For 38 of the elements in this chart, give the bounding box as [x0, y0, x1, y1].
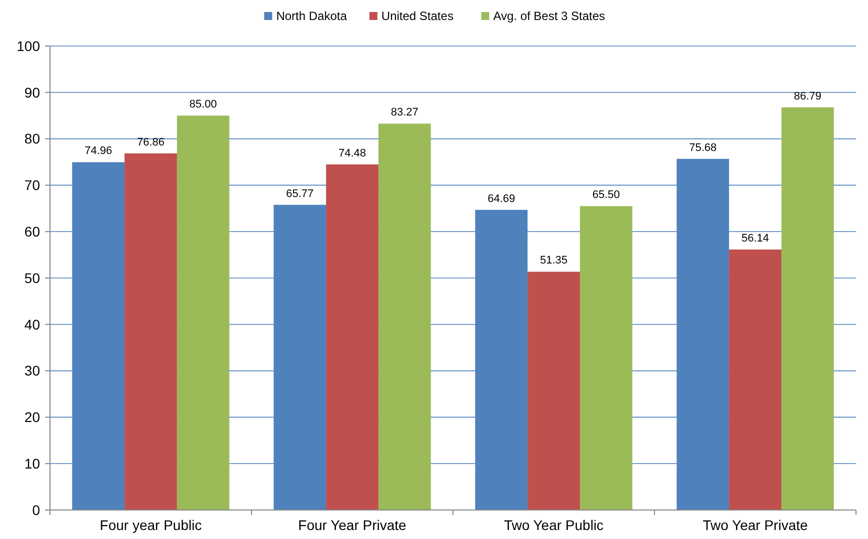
data-label: 86.79: [794, 90, 822, 102]
bar: [729, 250, 782, 510]
bar: [176, 116, 230, 510]
y-tick-label: 40: [24, 316, 40, 332]
legend-label: North Dakota: [276, 9, 348, 24]
data-label: 51.35: [540, 254, 568, 267]
bar: [326, 164, 378, 510]
bar: [781, 107, 834, 510]
y-tick-label: 60: [24, 224, 40, 240]
data-label: 65.50: [592, 189, 620, 202]
legend-label: United States: [381, 9, 454, 24]
y-tick-label: 90: [24, 84, 40, 100]
y-tick-label: 70: [24, 177, 40, 194]
y-tick-label: 100: [16, 38, 40, 54]
x-tick-label: Four Year Private: [298, 517, 407, 533]
bar: [528, 272, 580, 510]
bar: [124, 153, 177, 510]
x-tick-label: Four year Public: [100, 517, 202, 533]
data-label: 64.69: [488, 192, 516, 205]
bar: [580, 206, 632, 510]
data-label: 75.68: [689, 142, 717, 154]
data-label: 85.00: [189, 98, 217, 111]
data-label: 74.48: [338, 147, 366, 160]
bar: [378, 124, 431, 510]
data-label: 74.96: [84, 145, 112, 158]
data-label: 56.14: [741, 232, 770, 245]
data-label: 76.86: [136, 136, 165, 148]
y-tick-label: 0: [32, 502, 40, 518]
y-tick-label: 20: [24, 409, 40, 426]
y-tick-label: 50: [24, 270, 40, 286]
y-tick-label: 80: [24, 130, 40, 147]
data-label: 83.27: [390, 106, 418, 119]
x-tick-label: Two Year Public: [504, 517, 604, 533]
legend-label: Avg. of Best 3 States: [493, 9, 606, 24]
y-tick-label: 30: [24, 362, 40, 379]
x-tick-label: Two Year Private: [702, 517, 808, 533]
data-label: 65.77: [286, 188, 314, 200]
y-tick-label: 10: [24, 456, 40, 472]
